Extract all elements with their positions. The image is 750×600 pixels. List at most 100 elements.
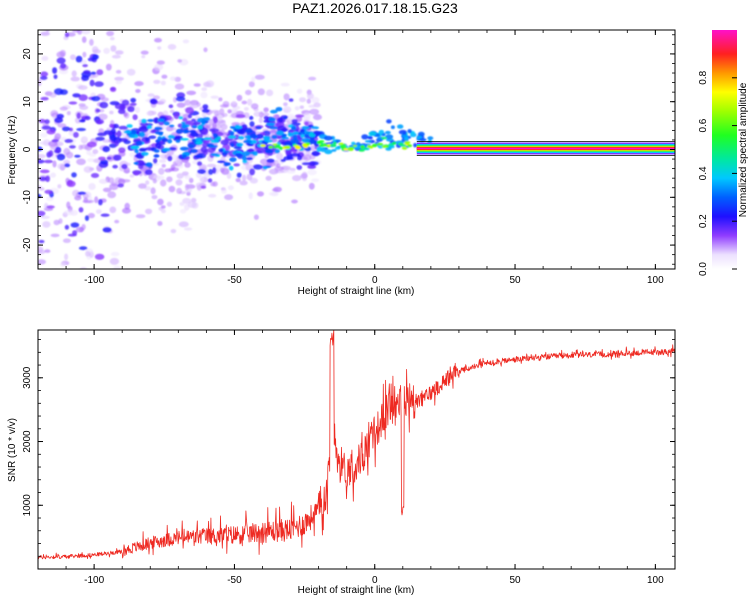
spectrogram-cell xyxy=(280,82,290,87)
x-tick-label: 0 xyxy=(372,275,378,286)
spectrogram-cell xyxy=(145,137,150,142)
spectrogram-cell xyxy=(206,163,217,168)
spectrogram-cell xyxy=(91,95,101,102)
spectrogram-cell xyxy=(118,137,128,142)
spectrogram-cell xyxy=(179,201,185,206)
spectrogram-cell xyxy=(154,131,164,135)
spectrogram-cell xyxy=(253,111,262,117)
spectrogram-cell xyxy=(134,106,140,114)
spectrogram-cell xyxy=(44,189,53,194)
x-tick-label: 100 xyxy=(647,275,664,286)
spectrogram-cell xyxy=(185,120,194,125)
spectrogram-cell xyxy=(176,102,186,108)
snr-series-line xyxy=(38,330,675,560)
spectrogram-cell xyxy=(41,125,51,130)
spectrogram-cell xyxy=(306,92,314,100)
spectrogram-cell xyxy=(220,104,229,108)
spectrogram-cell xyxy=(170,229,177,234)
spectrogram-cell xyxy=(53,219,60,226)
spectrogram-cell xyxy=(181,154,187,159)
spectrogram-cell xyxy=(335,139,342,143)
spectrogram-cell xyxy=(266,89,274,97)
spectrogram-cell xyxy=(401,146,408,150)
spectrogram-cell xyxy=(222,113,228,117)
spectrogram-cell xyxy=(198,164,207,171)
spectrogram-cell xyxy=(274,166,285,171)
spectrogram-cell xyxy=(157,136,162,141)
spectrogram-cell xyxy=(301,162,312,166)
spectrogram-cell xyxy=(189,132,199,138)
spectrogram-cell xyxy=(78,94,88,101)
spectrogram-cell xyxy=(308,76,317,81)
spectrogram-cell xyxy=(109,257,120,265)
spectrogram-heatmap xyxy=(38,3,434,269)
spectrogram-cell xyxy=(283,116,288,120)
spectrogram-cell xyxy=(257,191,264,197)
spectrogram-cell xyxy=(109,36,115,41)
spectrogram-cell xyxy=(347,147,354,151)
spectrogram-cell xyxy=(158,167,165,175)
spectrogram-cell xyxy=(324,149,333,155)
spectrogram-cell xyxy=(275,152,284,160)
spectrogram-cell xyxy=(287,132,294,137)
colorbar-tick-label: 0.0 xyxy=(698,262,709,276)
spectrogram-cell xyxy=(60,262,66,267)
spectrogram-cell xyxy=(102,187,112,193)
spectrogram-cell xyxy=(235,114,246,118)
spectrogram-cell xyxy=(283,102,288,107)
spectrogram-cell xyxy=(59,49,66,57)
spectrogram-cell xyxy=(40,215,50,219)
spectrogram-cell xyxy=(59,3,66,7)
spectrogram-cell xyxy=(255,126,262,130)
spectrogram-cell xyxy=(367,136,373,140)
spectrogram-cell xyxy=(361,134,369,140)
spectrogram-cell xyxy=(38,259,46,265)
colorbar-tick-label: 0.8 xyxy=(698,70,709,84)
spectrogram-cell xyxy=(110,45,117,52)
spectrogram-cell xyxy=(86,141,97,148)
spectrogram-cell xyxy=(76,112,81,119)
spectrogram-cell xyxy=(161,205,166,209)
spectrogram-cell xyxy=(114,139,119,147)
spectrogram-cell xyxy=(242,159,248,164)
spectrogram-cell xyxy=(111,54,121,59)
spectrogram-cell xyxy=(294,106,300,111)
spectrogram-cell xyxy=(102,146,110,153)
spectrogram-cell xyxy=(397,124,404,129)
spectrogram-cell xyxy=(212,133,219,139)
spectrogram-cell xyxy=(210,139,219,144)
x-tick-label: 100 xyxy=(647,575,664,586)
spectrogram-cell xyxy=(161,209,166,214)
spectrogram-cell xyxy=(61,126,71,132)
spectrogram-cell xyxy=(318,144,325,147)
spectrogram-cell xyxy=(150,187,156,195)
spectrogram-cell xyxy=(81,136,88,142)
spectrogram-cell xyxy=(210,153,219,157)
spectrogram-cell xyxy=(283,93,290,101)
x-tick-label: 50 xyxy=(509,275,521,286)
spectrogram-cell xyxy=(277,117,284,123)
spectrogram-cell xyxy=(236,142,244,147)
spectrogram-cell xyxy=(227,109,232,114)
spectrogram-cell xyxy=(245,128,253,134)
spectrogram-cell xyxy=(249,115,254,120)
spectrogram-cell xyxy=(303,112,311,120)
spectrogram-cell xyxy=(210,95,219,99)
spectrogram-cell xyxy=(158,159,167,163)
spectrogram-cell xyxy=(205,80,215,88)
spectrogram-cell xyxy=(353,144,357,147)
spectrogram-cell xyxy=(72,93,81,98)
spectrogram-cell xyxy=(249,133,257,139)
spectrogram-cell xyxy=(38,239,45,244)
spectrogram-cell xyxy=(161,74,168,79)
spectrogram-cell xyxy=(138,183,147,189)
x-tick-label: -50 xyxy=(227,575,242,586)
spectrogram-cell xyxy=(182,117,188,122)
spectrogram-cell xyxy=(91,46,99,53)
spectrogram-cell xyxy=(46,205,55,209)
spectrogram-cell xyxy=(276,125,287,132)
spectrogram-cell xyxy=(75,55,83,63)
spectrogram-cell xyxy=(243,107,249,111)
